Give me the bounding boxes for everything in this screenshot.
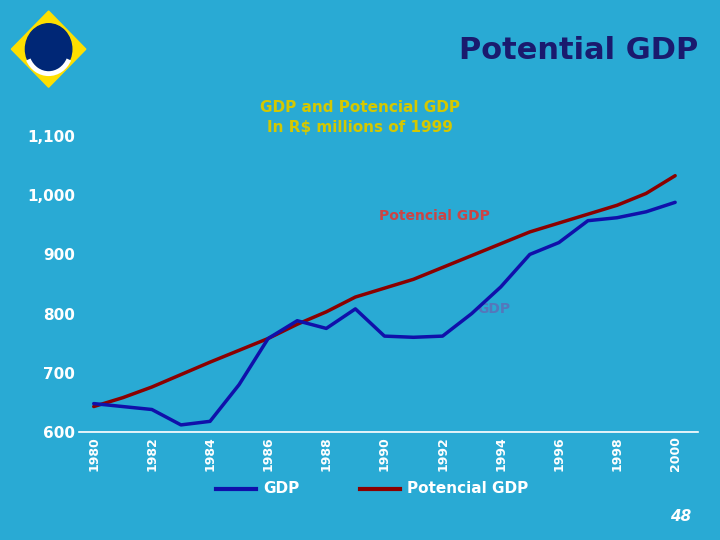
Text: GDP: GDP bbox=[263, 481, 299, 496]
Circle shape bbox=[25, 24, 72, 75]
Polygon shape bbox=[12, 11, 86, 87]
Text: GDP and Potencial GDP
In R$ millions of 1999: GDP and Potencial GDP In R$ millions of … bbox=[260, 100, 460, 134]
Text: Potencial GDP: Potencial GDP bbox=[407, 481, 528, 496]
Text: 48: 48 bbox=[670, 509, 691, 524]
Text: GDP: GDP bbox=[477, 302, 510, 316]
Text: Potencial GDP: Potencial GDP bbox=[379, 209, 490, 223]
Text: Potential GDP: Potential GDP bbox=[459, 36, 698, 65]
